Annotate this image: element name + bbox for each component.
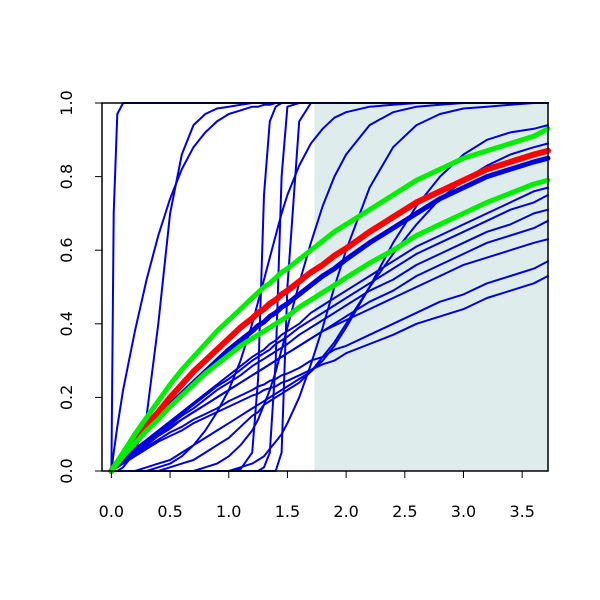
series-line-18 <box>110 238 549 472</box>
y-tick-label: 0.2 <box>57 385 76 410</box>
x-tick-label: 3.0 <box>451 502 476 521</box>
series-line-20 <box>108 147 551 474</box>
series-line-13 <box>110 194 549 472</box>
y-tick-label: 0.4 <box>57 311 76 336</box>
x-tick-label: 0.0 <box>99 502 124 521</box>
plot-frame <box>101 102 549 472</box>
y-tick-label: 1.0 <box>57 90 76 115</box>
x-tick-label: 3.5 <box>509 502 534 521</box>
series-line-17 <box>110 275 549 472</box>
x-tick-label: 2.0 <box>333 502 358 521</box>
x-tick-label: 1.0 <box>216 502 241 521</box>
x-tick-label: 0.5 <box>157 502 182 521</box>
series-line-12 <box>110 186 549 472</box>
series-line-22 <box>108 177 551 474</box>
series-line-21 <box>108 126 551 474</box>
y-tick-label: 0.0 <box>57 458 76 483</box>
series-line-16 <box>110 260 549 472</box>
x-tick-label: 2.5 <box>392 502 417 521</box>
x-tick-label: 1.5 <box>275 502 300 521</box>
y-axis: 0.0 0.2 0.4 0.6 0.8 1.0 <box>57 90 102 484</box>
x-axis: 0.0 0.5 1.0 1.5 2.0 2.5 3.0 3.5 <box>99 471 535 521</box>
y-tick-label: 0.6 <box>57 237 76 262</box>
y-tick-label: 0.8 <box>57 164 76 189</box>
plot-area <box>101 102 551 474</box>
